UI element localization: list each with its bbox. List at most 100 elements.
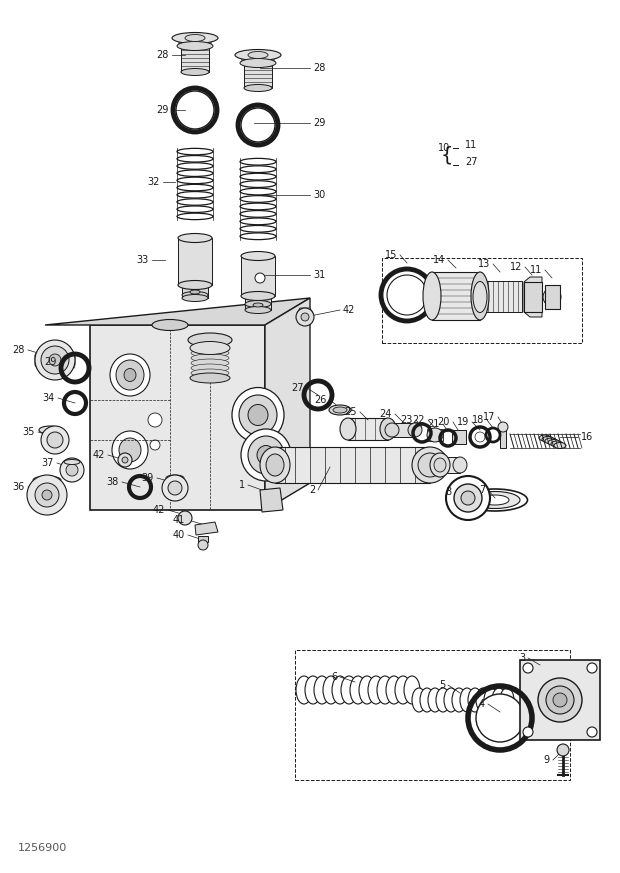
Ellipse shape [240, 203, 276, 210]
Polygon shape [392, 423, 415, 437]
Ellipse shape [380, 418, 396, 440]
Polygon shape [430, 453, 440, 477]
Ellipse shape [260, 447, 290, 483]
Circle shape [35, 340, 75, 380]
Text: 25: 25 [345, 407, 357, 417]
Text: 9: 9 [544, 755, 550, 765]
Text: 27: 27 [291, 383, 304, 393]
Ellipse shape [444, 688, 458, 712]
Polygon shape [198, 536, 208, 542]
Ellipse shape [191, 354, 229, 362]
Ellipse shape [177, 206, 213, 212]
Ellipse shape [340, 418, 356, 440]
Text: 19: 19 [457, 417, 469, 427]
Ellipse shape [119, 438, 141, 462]
Polygon shape [432, 272, 480, 320]
Ellipse shape [248, 404, 268, 425]
Text: 18: 18 [472, 415, 484, 425]
Ellipse shape [33, 476, 61, 484]
Circle shape [557, 744, 569, 756]
Ellipse shape [235, 50, 281, 60]
Circle shape [587, 727, 597, 737]
Circle shape [41, 426, 69, 454]
Ellipse shape [177, 155, 213, 162]
Circle shape [27, 475, 67, 515]
Ellipse shape [542, 436, 554, 443]
Circle shape [66, 464, 78, 476]
Ellipse shape [241, 429, 291, 481]
Ellipse shape [253, 303, 263, 307]
Ellipse shape [191, 344, 229, 352]
Ellipse shape [395, 676, 411, 704]
Polygon shape [427, 429, 443, 441]
Ellipse shape [178, 280, 212, 290]
Circle shape [60, 458, 84, 482]
Ellipse shape [412, 688, 426, 712]
Circle shape [118, 453, 132, 467]
Ellipse shape [177, 42, 213, 51]
Ellipse shape [239, 395, 277, 435]
Text: 29: 29 [157, 105, 169, 115]
Ellipse shape [420, 688, 434, 712]
Ellipse shape [434, 458, 446, 472]
Circle shape [35, 483, 59, 507]
Polygon shape [500, 428, 506, 448]
Ellipse shape [240, 189, 276, 195]
Circle shape [538, 678, 582, 722]
Polygon shape [181, 46, 209, 72]
Circle shape [387, 275, 427, 315]
Ellipse shape [412, 447, 448, 483]
Ellipse shape [166, 475, 184, 481]
Text: 29: 29 [313, 118, 326, 128]
Ellipse shape [181, 68, 209, 75]
Ellipse shape [240, 233, 276, 239]
Ellipse shape [182, 292, 208, 299]
Ellipse shape [178, 233, 212, 243]
Ellipse shape [551, 441, 563, 447]
Circle shape [523, 727, 533, 737]
Ellipse shape [453, 457, 467, 473]
Text: 20: 20 [438, 417, 450, 427]
Ellipse shape [248, 436, 284, 474]
Ellipse shape [484, 688, 498, 712]
Bar [295, 650, 570, 780]
Text: 11: 11 [465, 140, 477, 150]
Ellipse shape [332, 676, 348, 704]
Text: 15: 15 [384, 250, 397, 260]
Ellipse shape [177, 170, 213, 176]
Text: 37: 37 [42, 458, 54, 468]
Polygon shape [178, 238, 212, 285]
Text: 10: 10 [438, 143, 450, 153]
Ellipse shape [177, 199, 213, 205]
Ellipse shape [152, 320, 188, 331]
Ellipse shape [191, 349, 229, 357]
Text: 13: 13 [478, 259, 490, 269]
Circle shape [150, 440, 160, 450]
Text: 29: 29 [45, 357, 57, 367]
Ellipse shape [500, 688, 514, 712]
Polygon shape [545, 285, 560, 309]
Ellipse shape [329, 405, 351, 415]
Ellipse shape [359, 676, 375, 704]
Ellipse shape [539, 435, 551, 441]
Circle shape [543, 288, 561, 306]
Text: 7: 7 [479, 485, 485, 495]
Ellipse shape [240, 196, 276, 203]
Text: 11: 11 [529, 265, 542, 275]
Text: 2: 2 [309, 485, 315, 495]
Text: 4: 4 [479, 699, 485, 709]
Circle shape [587, 663, 597, 673]
Polygon shape [241, 256, 275, 296]
Ellipse shape [350, 676, 366, 704]
Ellipse shape [305, 676, 321, 704]
Ellipse shape [112, 431, 148, 469]
Bar [382, 258, 582, 343]
Circle shape [49, 354, 61, 366]
Text: 3: 3 [519, 653, 525, 663]
Polygon shape [35, 347, 75, 373]
Circle shape [475, 432, 485, 442]
Text: 1256900: 1256900 [18, 843, 67, 853]
Circle shape [301, 313, 309, 321]
Polygon shape [182, 285, 208, 298]
Ellipse shape [427, 428, 443, 442]
